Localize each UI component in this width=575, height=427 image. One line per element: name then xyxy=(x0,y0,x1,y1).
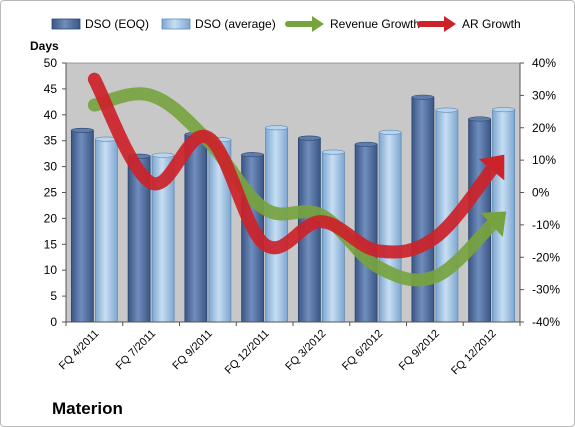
legend-swatch-dso-average- xyxy=(161,18,191,30)
bars-group xyxy=(70,94,516,323)
y-left-tick-label: 15 xyxy=(44,237,58,251)
y-right-tick-label: -30% xyxy=(532,283,560,297)
x-tick-label: FQ 3/2012 xyxy=(283,328,328,373)
bar-top xyxy=(411,94,435,100)
bar-dso-eoq xyxy=(184,134,208,323)
bar-dso-average xyxy=(265,127,289,323)
bar-top xyxy=(378,129,402,135)
y-left-tick-label: 50 xyxy=(44,56,58,70)
x-tick-label: FQ 9/2012 xyxy=(397,328,442,373)
legend-label-ar-growth: AR Growth xyxy=(462,17,521,31)
y-right-tick-label: 40% xyxy=(532,56,556,70)
y-left-tick-label: 40 xyxy=(44,108,58,122)
y-right-tick-label: 10% xyxy=(532,153,556,167)
legend-swatch-dso-eoq- xyxy=(51,18,81,30)
y-left-tick-label: 0 xyxy=(50,315,57,329)
legend-label-dso-eoq-: DSO (EOQ) xyxy=(85,17,149,31)
legend-label-dso-average-: DSO (average) xyxy=(195,17,276,31)
legend-arrow-ar-growth xyxy=(444,16,456,32)
x-tick-label: FQ 6/2012 xyxy=(340,328,385,373)
y-left-tick-label: 20 xyxy=(44,211,58,225)
bar-top xyxy=(151,152,175,158)
y-left-tick-label: 10 xyxy=(44,263,58,277)
bar-top xyxy=(435,107,459,113)
y-left-tick-label: 25 xyxy=(44,186,58,200)
y-right-tick-label: -40% xyxy=(532,315,560,329)
revenue-growth-line xyxy=(87,87,499,287)
y-left-tick-label: 5 xyxy=(50,289,57,303)
y-right-tick-label: 20% xyxy=(532,121,556,135)
x-tick-label: FQ 9/2011 xyxy=(170,328,215,373)
bar-top xyxy=(298,135,321,141)
bar-top xyxy=(354,141,378,147)
legend-label-revenue-growth: Revenue Growth xyxy=(330,17,420,31)
x-tick-label: FQ 4/2011 xyxy=(57,328,102,373)
legend: DSO (EOQ) DSO (average) Revenue Growth AR G… xyxy=(51,16,521,32)
bar-dso-eoq xyxy=(411,96,435,323)
legend-arrow-revenue-growth xyxy=(312,16,324,32)
y-left-tick-label: 45 xyxy=(44,82,58,96)
bar-dso-eoq xyxy=(354,143,378,323)
x-tick-label: FQ 12/2012 xyxy=(449,328,499,378)
ar-growth-line xyxy=(87,72,499,259)
y-right-tick-label: 30% xyxy=(532,88,556,102)
company-name: Materion xyxy=(52,399,123,418)
bar-top xyxy=(468,116,491,122)
bar-top xyxy=(322,149,345,155)
y-left-tick-label: 35 xyxy=(44,134,58,148)
bar-top xyxy=(265,125,288,131)
y-right-tick-label: 0% xyxy=(532,186,550,200)
y-right-tick-label: -20% xyxy=(532,250,560,264)
revenue-growth-arrowhead xyxy=(480,211,507,238)
bar-dso-average xyxy=(94,138,118,323)
bar-top xyxy=(492,107,515,113)
x-tick-label: FQ 12/2011 xyxy=(223,328,272,377)
y-left-tick-label: 30 xyxy=(44,160,58,174)
bar-dso-average xyxy=(378,132,402,323)
x-tick-label: FQ 7/2011 xyxy=(114,328,159,373)
bar-top xyxy=(241,152,264,158)
y-right-tick-label: -10% xyxy=(532,218,560,232)
bar-top xyxy=(71,127,94,133)
bar-dso-eoq xyxy=(70,129,94,323)
ar-growth-arrowhead xyxy=(478,154,505,181)
growth-lines-group xyxy=(87,72,507,287)
y-left-axis-label: Days xyxy=(30,39,59,53)
